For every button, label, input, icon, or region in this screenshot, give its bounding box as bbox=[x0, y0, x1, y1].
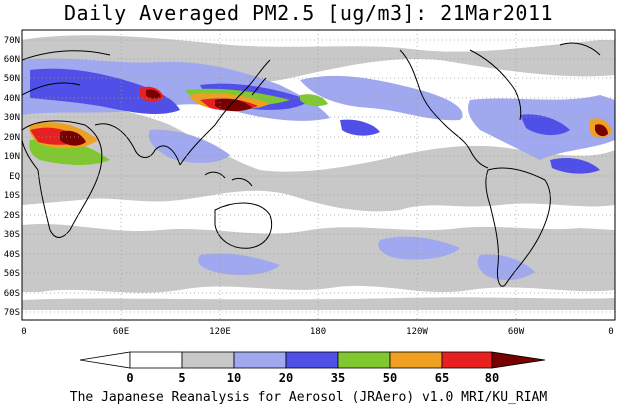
colorbar-label: 5 bbox=[178, 371, 185, 385]
colorbar-segment bbox=[285, 351, 339, 369]
graticule bbox=[22, 30, 615, 320]
lat-label: 40S bbox=[4, 250, 20, 260]
colorbar-segment bbox=[129, 351, 183, 369]
colorbar-label: 50 bbox=[383, 371, 397, 385]
lat-label: 20N bbox=[4, 133, 20, 143]
lon-label: 0 bbox=[21, 327, 26, 337]
colorbar-label: 35 bbox=[331, 371, 345, 385]
lat-label: 70S bbox=[4, 308, 20, 318]
level-80-plus bbox=[60, 89, 608, 146]
colorbar-segment bbox=[389, 351, 443, 369]
colorbar-label: 80 bbox=[485, 371, 499, 385]
lat-axis: 70N 60N 50N 40N 30N 20N 10N EQ 10S 20S 3… bbox=[4, 36, 20, 318]
lat-label: 50N bbox=[4, 74, 20, 84]
coastlines bbox=[22, 42, 601, 287]
lon-label: 180 bbox=[310, 327, 326, 337]
lat-label: 10N bbox=[4, 152, 20, 162]
colorbar-label: 20 bbox=[279, 371, 293, 385]
colorbar-labels: 0 5 10 20 35 50 65 80 bbox=[126, 371, 499, 385]
colorbar-label: 10 bbox=[227, 371, 241, 385]
map-title: Daily Averaged PM2.5 [ug/m3]: 21Mar2011 bbox=[63, 1, 554, 25]
lon-label: 0 bbox=[608, 327, 613, 337]
lat-label: 60S bbox=[4, 289, 20, 299]
colorbar-label: 0 bbox=[126, 371, 133, 385]
lat-label: 60N bbox=[4, 55, 20, 65]
lat-label: EQ bbox=[9, 172, 20, 182]
colorbar-segment bbox=[233, 351, 287, 369]
colorbar-segment bbox=[79, 351, 131, 369]
lon-label: 60E bbox=[113, 327, 129, 337]
lon-label: 60W bbox=[508, 327, 525, 337]
colorbar-segment bbox=[337, 351, 391, 369]
colorbar-segment bbox=[181, 351, 235, 369]
colorbar-segment bbox=[441, 351, 493, 369]
colorbar bbox=[79, 351, 546, 369]
map-frame bbox=[21, 29, 616, 321]
colorbar-segment bbox=[491, 351, 546, 369]
lon-label: 120W bbox=[406, 327, 428, 337]
lat-label: 50S bbox=[4, 269, 20, 279]
lat-label: 20S bbox=[4, 211, 20, 221]
lat-label: 30S bbox=[4, 230, 20, 240]
level-5-10 bbox=[22, 35, 615, 310]
lat-label: 40N bbox=[4, 94, 20, 104]
lat-label: 10S bbox=[4, 191, 20, 201]
concentration-fields bbox=[22, 35, 615, 310]
lat-label: 70N bbox=[4, 36, 20, 46]
credit-line: The Japanese Reanalysis for Aerosol (JRA… bbox=[69, 390, 548, 405]
lat-label: 30N bbox=[4, 113, 20, 123]
colorbar-label: 65 bbox=[435, 371, 449, 385]
lon-label: 120E bbox=[209, 327, 231, 337]
lon-axis: 0 60E 120E 180 120W 60W 0 bbox=[21, 327, 613, 337]
